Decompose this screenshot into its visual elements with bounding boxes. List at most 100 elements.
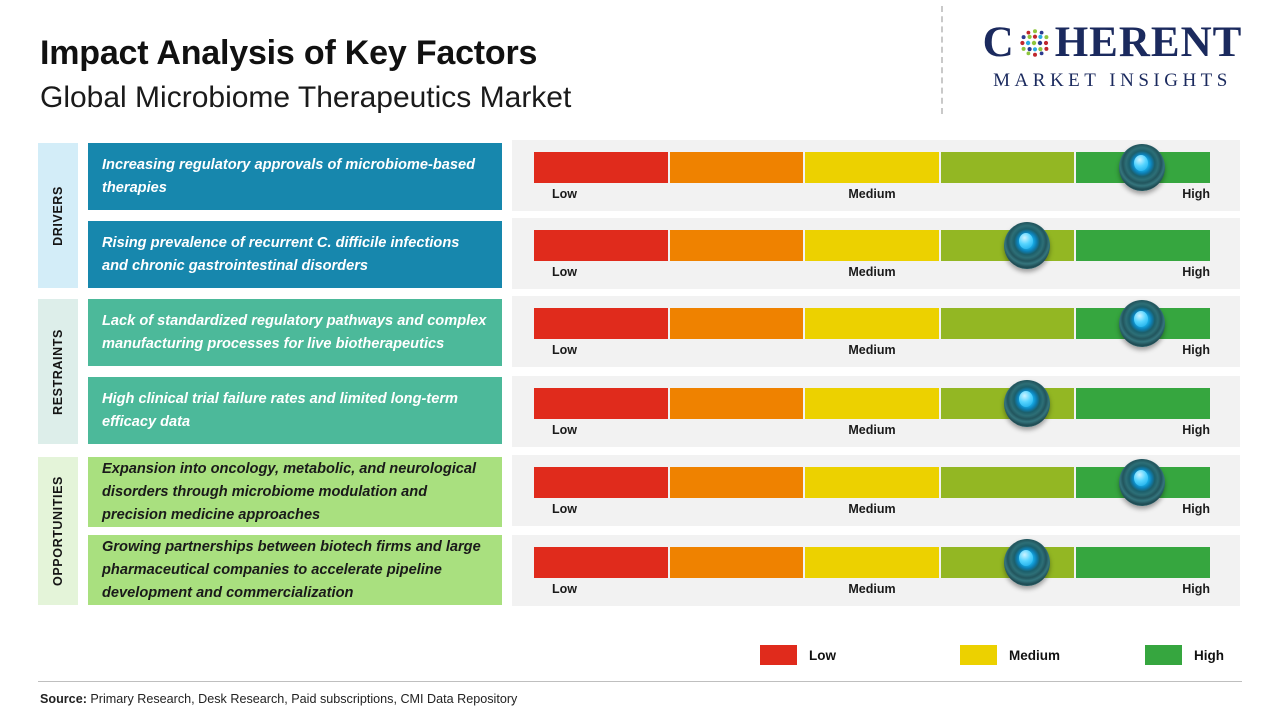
source-label: Source: [40,692,87,706]
gauge-segment-4 [940,152,1075,183]
gauge-label-high: High [1182,582,1210,596]
gauge-scale-labels: Low Medium High [534,187,1210,205]
gauge-label-high: High [1182,265,1210,279]
gauge-bar[interactable] [534,230,1210,261]
brand-tagline: MARKET INSIGHTS [993,70,1232,91]
factor-text: Lack of standardized regulatory pathways… [102,312,487,352]
factor-box: High clinical trial failure rates and li… [88,377,502,444]
footer-divider [38,681,1242,682]
gauge-label-medium: Medium [848,582,896,596]
gauge-label-low: Low [552,187,577,201]
gauge-segment-3 [805,152,939,183]
gauge-label-medium: Medium [848,343,896,357]
gauge-marker-icon[interactable] [1004,222,1051,269]
gauge-bar[interactable] [534,152,1210,183]
factor-text: Increasing regulatory approvals of micro… [102,156,476,196]
gauge-label-medium: Medium [848,423,896,437]
source-note: Source: Primary Research, Desk Research,… [40,692,517,706]
factor-text: High clinical trial failure rates and li… [102,390,459,430]
legend-label: High [1194,647,1224,663]
gauge-scale-labels: Low Medium High [534,265,1210,283]
gauge-bar[interactable] [534,388,1210,419]
gauge-segment-1 [534,230,668,261]
gauge-scale-labels: Low Medium High [534,582,1210,600]
legend-swatch-low [760,645,797,665]
gauge-label-low: Low [552,343,577,357]
legend-item: Medium [960,645,1060,665]
gauge-label-low: Low [552,423,577,437]
title-block: Impact Analysis of Key Factors Global Mi… [40,32,571,119]
gauge-marker-icon[interactable] [1004,539,1051,586]
factor-box: Growing partnerships between biotech fir… [88,535,502,605]
gauge-segment-4 [940,308,1075,339]
category-tab-restraints: RESTRAINTS [38,299,78,444]
gauge-segment-1 [534,152,668,183]
legend-swatch-high [1145,645,1182,665]
gauge-label-medium: Medium [848,265,896,279]
gauge-marker-icon[interactable] [1004,380,1051,427]
category-tab-label: DRIVERS [51,185,65,246]
gauge-label-low: Low [552,502,577,516]
category-tab-label: OPPORTUNITIES [51,476,65,586]
gauge-marker-icon[interactable] [1119,300,1166,347]
gauge-segment-5 [1076,547,1210,578]
gauge-segment-3 [805,230,939,261]
gauge-bar[interactable] [534,547,1210,578]
gauge-segment-4 [940,467,1075,498]
globe-dots-icon [1017,25,1053,61]
gauge-segment-2 [669,388,804,419]
legend-swatch-medium [960,645,997,665]
gauge-label-medium: Medium [848,502,896,516]
legend-item: Low [760,645,836,665]
gauge-bar[interactable] [534,467,1210,498]
brand-name-after: HERENT [1054,19,1243,66]
gauge-label-high: High [1182,187,1210,201]
gauge-segment-2 [669,152,804,183]
gauge-segment-2 [669,230,804,261]
brand-name: C [960,20,1265,66]
factor-box: Lack of standardized regulatory pathways… [88,299,502,366]
gauge-row: Low Medium High [512,296,1240,367]
gauge-segment-5 [1076,388,1210,419]
gauge-segment-3 [805,547,939,578]
gauge-bar[interactable] [534,308,1210,339]
gauge-segment-2 [669,308,804,339]
gauge-scale-labels: Low Medium High [534,502,1210,520]
source-text: Primary Research, Desk Research, Paid su… [86,692,518,706]
gauge-label-medium: Medium [848,187,896,201]
factor-box: Rising prevalence of recurrent C. diffic… [88,221,502,288]
gauge-segment-1 [534,467,668,498]
page-title: Impact Analysis of Key Factors [40,34,538,72]
impact-matrix: DRIVERS RESTRAINTS OPPORTUNITIES Increasin… [0,138,1280,616]
factor-text: Growing partnerships between biotech fir… [102,538,481,601]
gauge-scale-labels: Low Medium High [534,343,1210,361]
gauge-row: Low Medium High [512,140,1240,211]
brand-logo: C [960,20,1265,92]
gauge-label-high: High [1182,343,1210,357]
factor-text: Expansion into oncology, metabolic, and … [102,460,477,523]
gauge-label-low: Low [552,265,577,279]
gauge-scale-labels: Low Medium High [534,423,1210,441]
gauge-label-low: Low [552,582,577,596]
gauge-segment-2 [669,467,804,498]
gauge-row: Low Medium High [512,535,1240,606]
factor-box: Increasing regulatory approvals of micro… [88,143,502,210]
category-tab-opportunities: OPPORTUNITIES [38,457,78,605]
gauge-segment-3 [805,388,939,419]
legend-item: High [1145,645,1224,665]
gauge-row: Low Medium High [512,218,1240,289]
gauge-marker-icon[interactable] [1119,459,1166,506]
factor-box: Expansion into oncology, metabolic, and … [88,457,502,527]
page-subtitle: Global Microbiome Therapeutics Market [40,81,572,114]
gauge-segment-3 [805,467,939,498]
gauge-marker-icon[interactable] [1119,144,1166,191]
gauge-row: Low Medium High [512,376,1240,447]
factor-text: Rising prevalence of recurrent C. diffic… [102,234,460,274]
gauge-row: Low Medium High [512,455,1240,526]
category-tab-label: RESTRAINTS [51,328,65,415]
brand-name-before: C [982,19,1015,66]
legend-label: Medium [1009,647,1061,663]
gauge-segment-1 [534,547,668,578]
gauge-segment-1 [534,388,668,419]
